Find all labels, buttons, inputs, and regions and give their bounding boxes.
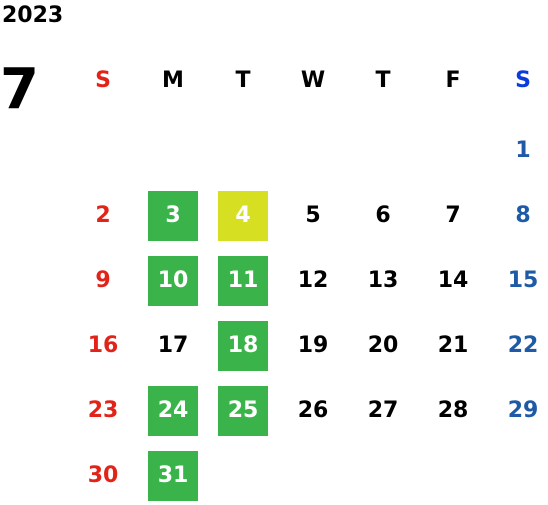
day-cell[interactable]: 22 — [488, 317, 548, 375]
day-number: 7 — [445, 203, 461, 228]
day-cell[interactable]: 1 — [488, 122, 548, 180]
day-number: 2 — [95, 203, 111, 228]
day-cell[interactable]: 3 — [138, 187, 208, 245]
day-number: 23 — [87, 398, 119, 423]
day-number: 3 — [148, 191, 198, 241]
day-cell[interactable]: 30 — [68, 447, 138, 505]
day-number: 30 — [87, 463, 119, 488]
day-number: 21 — [437, 333, 469, 358]
day-cell[interactable]: 5 — [278, 187, 348, 245]
day-cell[interactable]: 4 — [208, 187, 278, 245]
day-cell[interactable]: 15 — [488, 252, 548, 310]
day-number: 1 — [515, 138, 531, 163]
day-number: 11 — [218, 256, 268, 306]
weekday-header-monday: M — [162, 68, 184, 93]
day-number: 24 — [148, 386, 198, 436]
day-cell[interactable]: 23 — [68, 382, 138, 440]
day-number: 17 — [157, 333, 189, 358]
day-cell[interactable]: 16 — [68, 317, 138, 375]
day-cell[interactable]: 2 — [68, 187, 138, 245]
day-cell[interactable]: 20 — [348, 317, 418, 375]
weekday-header-saturday: S — [515, 68, 531, 93]
day-cell[interactable]: 18 — [208, 317, 278, 375]
day-number: 22 — [507, 333, 539, 358]
day-cell[interactable]: 25 — [208, 382, 278, 440]
day-number: 20 — [367, 333, 399, 358]
day-cell[interactable]: 17 — [138, 317, 208, 375]
day-cell[interactable]: 13 — [348, 252, 418, 310]
day-number: 16 — [87, 333, 119, 358]
day-number: 8 — [515, 203, 531, 228]
day-number: 14 — [437, 268, 469, 293]
day-number: 31 — [148, 451, 198, 501]
day-number: 27 — [367, 398, 399, 423]
day-number: 18 — [218, 321, 268, 371]
day-number: 13 — [367, 268, 399, 293]
calendar-grid: S M T W T F S 1 2 3 4 5 6 7 8 9 10 11 12… — [68, 52, 548, 503]
weekday-header-friday: F — [445, 68, 461, 93]
month-number: 7 — [0, 57, 39, 122]
day-number: 19 — [297, 333, 329, 358]
day-cell[interactable]: 6 — [348, 187, 418, 245]
day-cell[interactable]: 10 — [138, 252, 208, 310]
weekday-header-wednesday: W — [300, 68, 326, 93]
day-cell[interactable]: 26 — [278, 382, 348, 440]
year-label: 2023 — [2, 3, 64, 28]
weekday-header-sunday: S — [95, 68, 111, 93]
day-cell[interactable]: 12 — [278, 252, 348, 310]
day-cell[interactable]: 11 — [208, 252, 278, 310]
day-cell[interactable]: 24 — [138, 382, 208, 440]
weekday-header-thursday: T — [375, 68, 391, 93]
day-cell[interactable]: 31 — [138, 447, 208, 505]
day-cell[interactable]: 21 — [418, 317, 488, 375]
day-cell[interactable]: 29 — [488, 382, 548, 440]
day-number: 12 — [297, 268, 329, 293]
day-number: 5 — [305, 203, 321, 228]
day-number: 4 — [218, 191, 268, 241]
weekday-header-tuesday: T — [235, 68, 251, 93]
day-number: 26 — [297, 398, 329, 423]
day-cell[interactable]: 19 — [278, 317, 348, 375]
day-cell[interactable]: 9 — [68, 252, 138, 310]
day-number: 25 — [218, 386, 268, 436]
day-number: 29 — [507, 398, 539, 423]
day-cell[interactable]: 8 — [488, 187, 548, 245]
day-number: 10 — [148, 256, 198, 306]
day-cell[interactable]: 27 — [348, 382, 418, 440]
day-number: 15 — [507, 268, 539, 293]
day-number: 28 — [437, 398, 469, 423]
day-cell[interactable]: 7 — [418, 187, 488, 245]
day-number: 9 — [95, 268, 111, 293]
day-cell[interactable]: 28 — [418, 382, 488, 440]
day-cell[interactable]: 14 — [418, 252, 488, 310]
day-number: 6 — [375, 203, 391, 228]
